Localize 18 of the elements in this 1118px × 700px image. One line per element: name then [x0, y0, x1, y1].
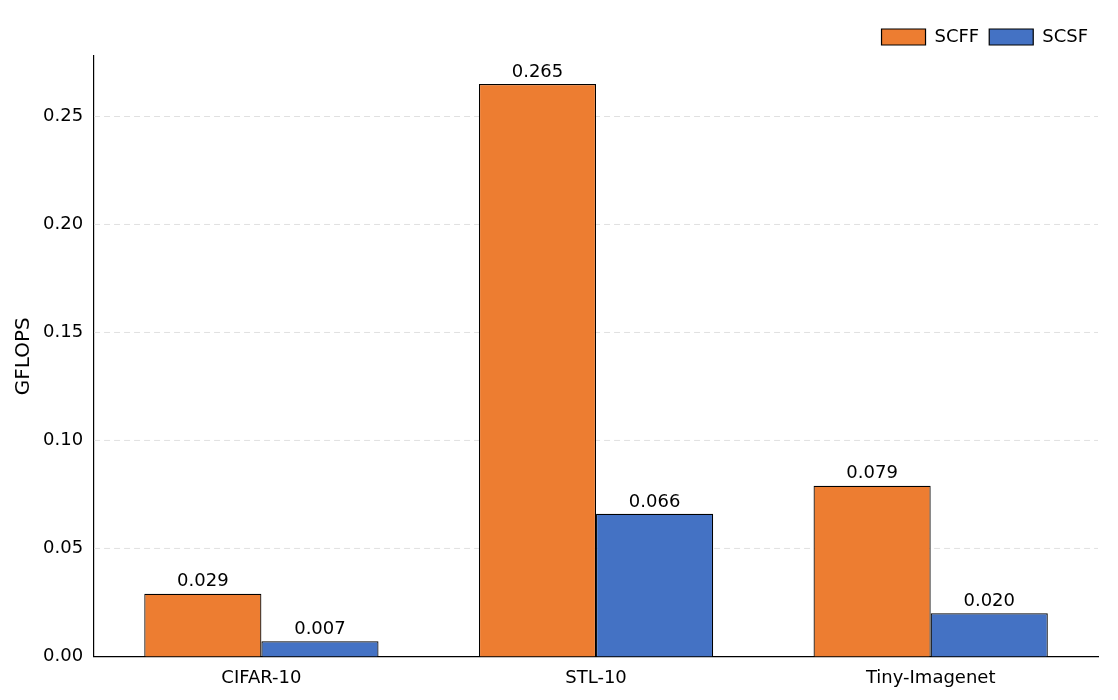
data-label: 0.066 — [628, 489, 681, 511]
y-tick-label: 0.15 — [43, 320, 84, 342]
data-label: 0.079 — [846, 461, 898, 483]
data-label: 0.265 — [511, 59, 564, 81]
y-tick-label: 0.00 — [43, 644, 84, 666]
y-tick-label: 0.10 — [43, 428, 84, 450]
x-tick-label: Tiny-Imagenet — [864, 665, 996, 687]
x-tick-label: STL-10 — [565, 665, 627, 687]
y-tick-label: 0.25 — [43, 104, 84, 126]
data-label: 0.029 — [177, 569, 229, 591]
legend-label: SCFF — [934, 24, 980, 46]
y-tick-label: 0.20 — [43, 212, 84, 234]
data-label: 0.007 — [294, 616, 346, 638]
y-axis-title: GFLOPS — [10, 317, 35, 396]
legend-label: SCSF — [1042, 24, 1089, 46]
x-tick-label: CIFAR-10 — [221, 665, 302, 687]
data-label: 0.020 — [963, 588, 1016, 610]
y-tick-label: 0.05 — [43, 536, 84, 558]
